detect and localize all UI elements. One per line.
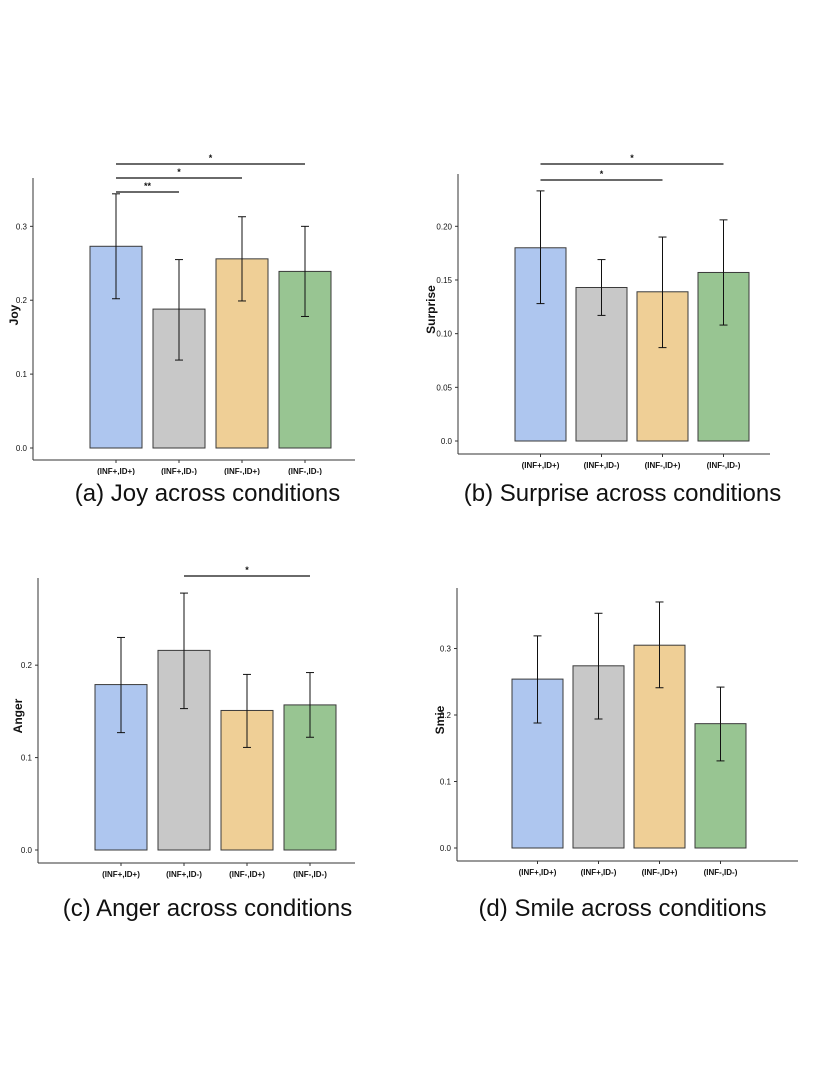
- y-tick-label: 0.15: [436, 276, 452, 285]
- significance-marker: *: [177, 167, 181, 177]
- significance-marker: *: [630, 153, 634, 163]
- y-tick-label: 0.2: [16, 296, 28, 305]
- y-axis-label: Anger: [11, 698, 25, 733]
- x-tick-label: (INF+,ID+): [522, 461, 560, 470]
- x-tick-label: (INF-,ID+): [229, 870, 265, 879]
- significance-marker: *: [245, 565, 249, 575]
- y-tick-label: 0.20: [436, 222, 452, 231]
- y-tick-label: 0.1: [21, 754, 33, 763]
- x-tick-label: (INF+,ID-): [161, 467, 197, 475]
- x-tick-label: (INF-,ID+): [645, 461, 681, 470]
- y-tick-label: 0.3: [440, 645, 452, 654]
- anger-bar-chart: 0.0 0.1 0.2 Anger (INF+,ID+) (INF+,ID-) (INF-,…: [11, 565, 355, 879]
- x-tick-label: (INF+,ID-): [166, 870, 202, 879]
- y-axis-label: Joy: [7, 304, 21, 325]
- x-tick-label: (INF+,ID+): [102, 870, 140, 879]
- caption-joy: (a) Joy across conditions: [74, 480, 341, 507]
- significance-marker: *: [209, 153, 213, 163]
- x-tick-label: (INF-,ID+): [224, 467, 260, 475]
- surprise-bar-chart: 0.0 0.05 0.10 0.15 0.20 Surprise (INF+,ID+) (IN…: [424, 153, 770, 470]
- y-tick-label: 0.2: [21, 661, 33, 670]
- y-tick-label: 0.05: [436, 383, 452, 392]
- x-tick-label: (INF-,ID-): [288, 467, 322, 475]
- chart-panel-anger: 0.0 0.1 0.2 Anger (INF+,ID+) (INF+,ID-) (INF-,…: [0, 555, 415, 935]
- x-tick-label: (INF+,ID-): [581, 868, 617, 877]
- smile-bar-chart: 0.0 0.1 0.2 0.3 Smie (INF+,ID+) (INF+,ID-) (INF…: [433, 588, 798, 877]
- y-tick-label: 0.1: [440, 778, 452, 787]
- y-tick-label: 0.3: [16, 222, 28, 231]
- x-tick-label: (INF-,ID-): [704, 868, 738, 877]
- significance-marker: **: [144, 181, 152, 191]
- x-tick-label: (INF+,ID+): [97, 467, 135, 475]
- caption-anger: (c) Anger across conditions: [62, 895, 353, 922]
- x-tick-label: (INF-,ID-): [293, 870, 327, 879]
- x-tick-label: (INF-,ID+): [642, 868, 678, 877]
- y-tick-label: 0.0: [440, 844, 452, 853]
- y-tick-label: 0.0: [16, 444, 28, 453]
- y-tick-label: 0.2: [440, 711, 452, 720]
- y-tick-label: 0.0: [441, 437, 453, 446]
- chart-panel-surprise: 0.0 0.05 0.10 0.15 0.20 Surprise (INF+,ID+) (IN…: [415, 140, 830, 520]
- y-axis-label: Surprise: [424, 285, 438, 334]
- y-tick-label: 0.1: [16, 370, 28, 379]
- x-tick-label: (INF-,ID-): [707, 461, 741, 470]
- y-tick-label: 0.10: [436, 330, 452, 339]
- chart-panel-smile: 0.0 0.1 0.2 0.3 Smie (INF+,ID+) (INF+,ID-) (INF…: [415, 555, 830, 935]
- caption-smile: (d) Smile across conditions: [478, 895, 767, 922]
- caption-surprise: (b) Surprise across conditions: [463, 480, 782, 507]
- joy-bar-chart: 0.0 0.1 0.2 0.3 Joy (INF+,ID+) (INF+,ID-) (INF-…: [7, 153, 355, 475]
- x-tick-label: (INF+,ID+): [519, 868, 557, 877]
- chart-panel-joy: 0.0 0.1 0.2 0.3 Joy (INF+,ID+) (INF+,ID-) (INF-…: [0, 140, 415, 520]
- y-axis-label: Smie: [433, 705, 447, 734]
- significance-marker: *: [600, 169, 604, 179]
- x-tick-label: (INF+,ID-): [584, 461, 620, 470]
- y-tick-label: 0.0: [21, 846, 33, 855]
